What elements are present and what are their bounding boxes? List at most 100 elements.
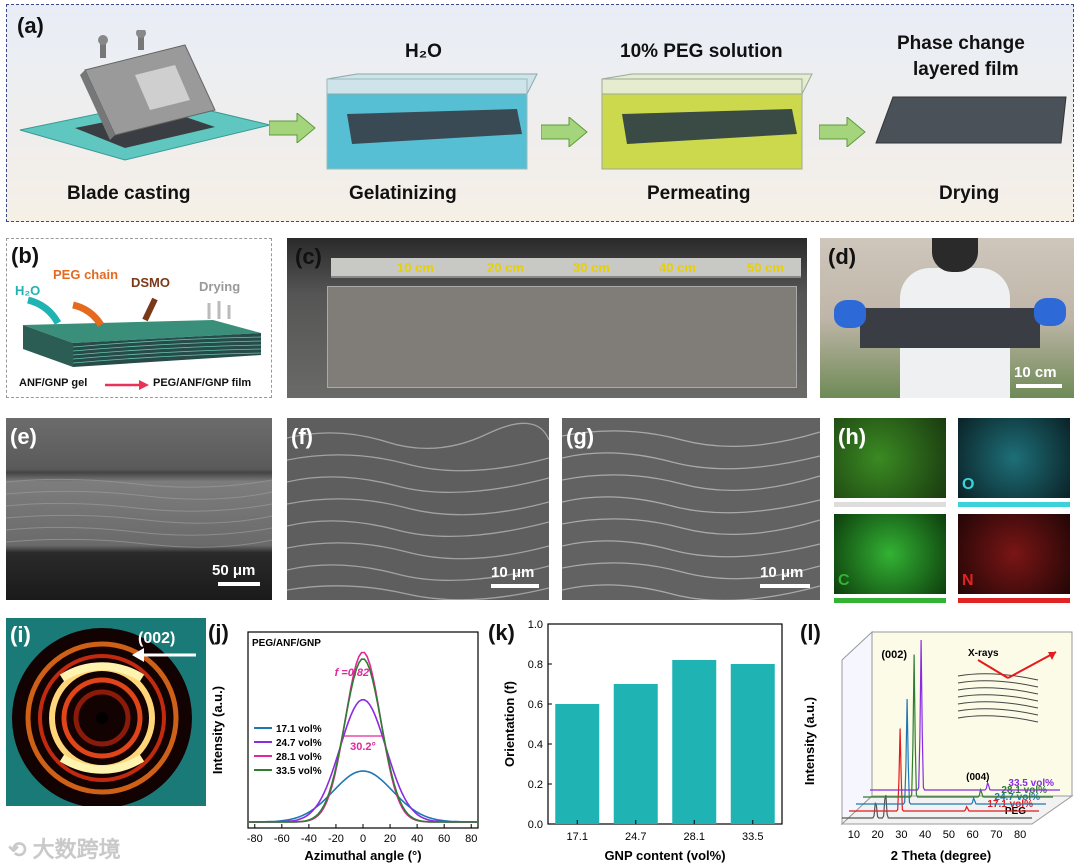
series-label: 33.5 vol% — [1008, 778, 1054, 789]
panel-d-photo: (d) 10 cm — [820, 238, 1074, 398]
arrow-icon — [269, 113, 316, 143]
chart-j: -80 -60 -40 -20 0 20 40 60 80 Azimuthal angle (°)… — [210, 631, 479, 863]
header-phase-change: Phase change — [897, 33, 1025, 54]
back-wall-left — [841, 630, 873, 826]
ruler — [331, 258, 801, 278]
x-tick-label: 20 — [384, 833, 396, 845]
scale-label: 50 μm — [212, 562, 256, 579]
panel-f-sem: (f) 10 μm — [287, 418, 549, 600]
peak-label: (002) — [138, 630, 176, 647]
panel-label: (f) — [291, 424, 313, 449]
x-tick-label: -40 — [301, 833, 317, 845]
scale-bar — [218, 582, 260, 586]
step-gelatinizing: Gelatinizing — [349, 183, 457, 204]
x-tick-label: 0 — [360, 833, 366, 845]
ruler-mark: 50 cm — [747, 260, 784, 275]
legend-label: 33.5 vol% — [276, 766, 322, 777]
fiber-layer — [957, 694, 1039, 702]
x-tick-label: 17.1 — [567, 831, 588, 843]
legend-label: 24.7 vol% — [276, 738, 322, 749]
panel-h-eds: (h) O C N — [834, 418, 1074, 608]
x-tick-label: 10 — [848, 829, 860, 841]
scale-bar — [760, 584, 810, 588]
plot-frame — [547, 623, 783, 825]
ruler-mark: 40 cm — [659, 260, 696, 275]
ruler-mark: 20 cm — [487, 260, 524, 275]
peak-004-label: (004) — [966, 772, 989, 783]
scale-bar — [1016, 384, 1062, 388]
eds-bar — [958, 502, 1070, 507]
ruler-mark: 30 cm — [573, 260, 610, 275]
eds-map-overall — [834, 418, 946, 498]
y-axis-label: Intensity (a.u.) — [802, 697, 817, 785]
fiber-layer — [957, 708, 1039, 716]
to-label: PEG/ANF/GNP film — [153, 377, 252, 389]
scale-label: 10 μm — [760, 564, 804, 581]
panel-a: (a) Blade casting H₂O Gelatinizing 10% P… — [6, 4, 1074, 222]
eds-map-o — [958, 418, 1070, 498]
bar — [555, 704, 600, 824]
drying-label: Drying — [199, 279, 241, 294]
x-tick-label: 28.1 — [684, 831, 705, 843]
y-tick-label: 0.6 — [528, 699, 543, 711]
xrd-series-line — [842, 794, 1032, 819]
panel-k: (k) 0.0 0.2 0.4 0.6 0.8 1.0 17.1 24.7 28.1 33.5 GN… — [486, 618, 796, 866]
y-axis-label: Intensity (a.u.) — [210, 686, 225, 774]
panel-e-sem: (e) 50 μm — [6, 418, 272, 600]
peak-002-label: (002) — [881, 649, 907, 661]
arrow-icon — [541, 117, 588, 147]
panel-i-saxs: (i) (002) — [6, 618, 206, 806]
water-tank-illustration — [326, 73, 538, 170]
y-tick-label: 0.8 — [528, 659, 543, 671]
panel-label: (j) — [208, 620, 229, 645]
panel-c-photo: 10 cm 20 cm 30 cm 40 cm 50 cm (c) — [287, 238, 807, 398]
step-drying: Drying — [939, 183, 1000, 204]
eds-bar — [958, 598, 1070, 603]
x-tick-label: -60 — [274, 833, 290, 845]
panel-label: (h) — [838, 424, 867, 449]
step-blade-casting: Blade casting — [67, 183, 191, 204]
y-tick-label: 0.4 — [528, 739, 543, 751]
x-tick-label: -80 — [247, 833, 263, 845]
h2o-label: H₂O — [15, 283, 41, 298]
x-tick-label: 60 — [967, 829, 979, 841]
x-axis-label: Azimuthal angle (°) — [304, 848, 421, 863]
panel-l: (l) 10 20 30 40 50 60 70 80 2 Theta (degree) Inte… — [796, 618, 1080, 866]
fiber-layer — [957, 701, 1039, 709]
watermark-text: 大数跨境 — [32, 837, 121, 862]
panel-label: (g) — [566, 424, 595, 449]
x-tick-label: 33.5 — [742, 831, 763, 843]
film-sheet — [327, 286, 797, 388]
fiber-layer — [957, 680, 1039, 688]
header-peg: 10% PEG solution — [620, 41, 783, 62]
head — [932, 238, 978, 272]
y-tick-label: 1.0 — [528, 619, 543, 631]
sem-texture — [6, 478, 272, 548]
panel-label: (c) — [295, 244, 322, 269]
xray-inset: X-rays — [957, 648, 1057, 723]
panel-g-sem: (g) 10 μm — [562, 418, 820, 600]
x-tick-label: 60 — [438, 833, 450, 845]
legend-label: 17.1 vol% — [276, 724, 322, 735]
series-line — [248, 770, 478, 823]
xrd-series-line — [863, 654, 1053, 798]
chart-l: 10 20 30 40 50 60 70 80 2 Theta (degree) Intensit… — [802, 630, 1074, 863]
film-held — [860, 308, 1040, 348]
sem-texture — [562, 430, 820, 600]
panel-label: (a) — [17, 13, 44, 38]
dsmo-label: DSMO — [131, 275, 170, 290]
panel-label: (d) — [828, 244, 857, 269]
peg-tank-illustration — [601, 73, 813, 170]
eds-map-c — [834, 514, 946, 594]
xray-in-arrow — [977, 659, 1009, 679]
header-layered-film: layered film — [913, 59, 1019, 80]
xrd-series-line — [870, 639, 1060, 791]
x-tick-label: 80 — [465, 833, 477, 845]
panel-b: (b) H₂O PEG chain DSMO Drying ANF/GNP ge… — [6, 238, 272, 398]
y-tick-label: 0.2 — [528, 779, 543, 791]
step-permeating: Permeating — [647, 183, 751, 204]
x-axis-label: GNP content (vol%) — [604, 848, 725, 863]
fiber-layer — [957, 673, 1039, 681]
x-tick-label: 20 — [872, 829, 884, 841]
x-tick-label: 40 — [411, 833, 423, 845]
